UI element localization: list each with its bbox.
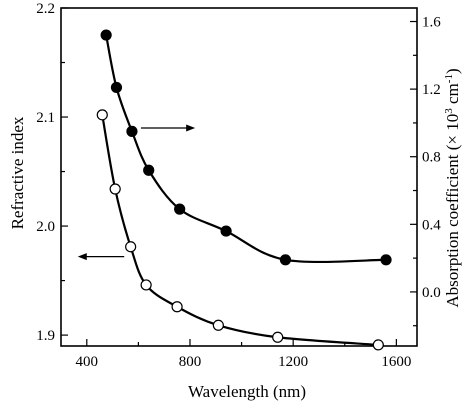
arrow-head-left (77, 253, 87, 261)
right-axis-title-main: Absorption coefficient (× 10 (443, 114, 462, 308)
x-tick-label: 1600 (381, 354, 411, 370)
refractive-index-point (125, 241, 137, 253)
absorption-point (100, 29, 112, 41)
absorption-point (174, 203, 186, 215)
x-tick-label: 800 (179, 354, 202, 370)
axes: 400 800 1200 1600 1.9 2.0 2.1 2.2 0.0 0.4 0.8 1.2 1.… (36, 1, 441, 370)
data-marks (77, 29, 392, 351)
refractive-index-point (109, 183, 121, 195)
refractive-index-point (372, 339, 384, 351)
x-tick-label: 1200 (278, 354, 308, 370)
absorption-point (143, 164, 155, 176)
refractive-index-point (212, 319, 224, 331)
y-right-tick-label: 0.4 (422, 217, 441, 233)
y-left-tick-label: 2.2 (36, 1, 55, 17)
y-right-tick-label: 0.0 (422, 285, 441, 301)
refractive-index-point (140, 279, 152, 291)
absorption-point (279, 254, 292, 266)
absorption-point (220, 225, 232, 237)
x-tick-label: 400 (76, 354, 99, 370)
y-left-tick-label: 2.0 (36, 219, 55, 235)
absorption-point (110, 81, 123, 94)
fit-curve-absorption (105, 34, 387, 264)
left-axis-title: Refractive index (8, 116, 27, 229)
right-axis-title-mid: cm (443, 83, 462, 108)
absorption-point (126, 125, 138, 137)
arrow-head-right (186, 124, 196, 132)
refractive-index-point (171, 301, 183, 313)
refractive-index-point (272, 331, 284, 343)
right-axis-title-exp1: 3 (443, 108, 455, 114)
y-right-tick-label: 1.6 (422, 15, 441, 31)
refractive-index-point (96, 109, 108, 121)
y-left-tick-label: 1.9 (36, 328, 55, 344)
x-axis-title: Wavelength (nm) (188, 382, 306, 401)
y-right-tick-label: 0.8 (422, 150, 441, 166)
plot-frame (60, 7, 418, 347)
y-right-tick-label: 1.2 (422, 82, 441, 98)
right-axis-title-exp2: -1 (443, 74, 455, 83)
fit-curve-refractive-index (101, 114, 379, 347)
absorption-point (380, 254, 392, 266)
right-axis-title: Absorption coefficient (× 103 cm-1) (443, 68, 462, 307)
y-left-tick-label: 2.1 (36, 110, 55, 126)
right-axis-title-end: ) (443, 68, 462, 74)
